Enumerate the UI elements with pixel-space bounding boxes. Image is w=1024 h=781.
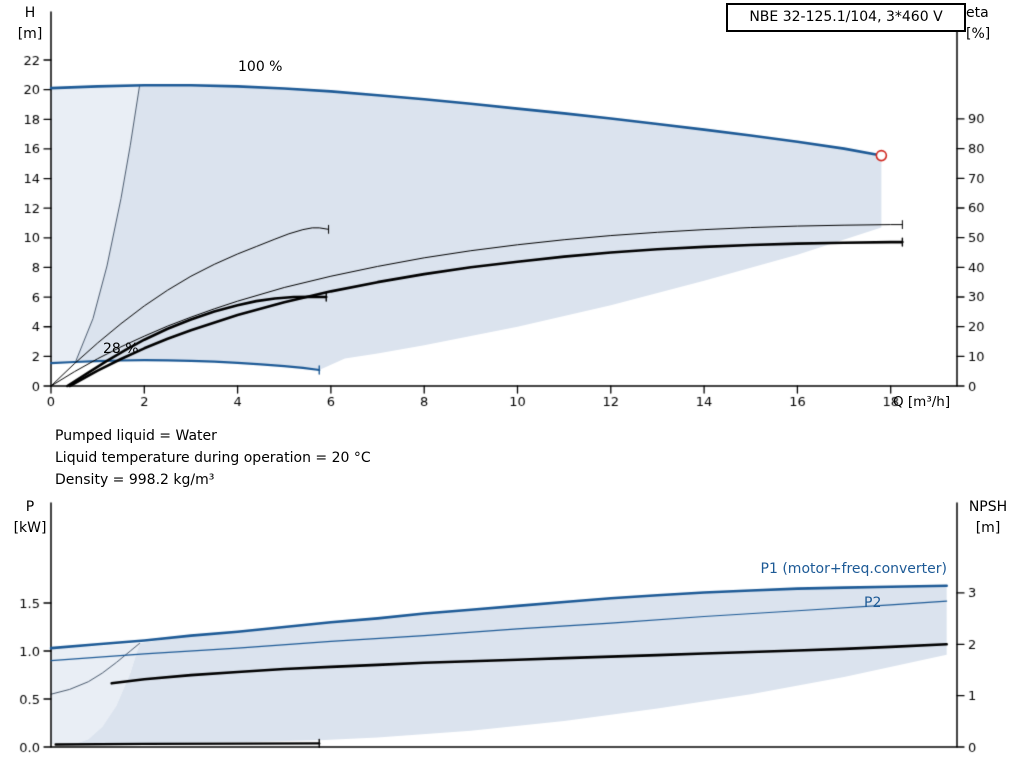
- power-npsh-chart-canvas: [0, 495, 1024, 781]
- npsh-axis-label: NPSH [m]: [958, 497, 1018, 539]
- p-axis-label-symbol: P: [25, 499, 35, 515]
- eta-axis-label-symbol: eta: [966, 5, 989, 21]
- h-axis-label: H [m]: [9, 3, 51, 45]
- density-line: Density = 998.2 kg/m³: [55, 472, 215, 488]
- p-axis-label: P [kW]: [9, 497, 51, 539]
- hq-eta-chart-canvas: [0, 0, 1024, 430]
- npsh-axis-label-unit: [m]: [975, 520, 1001, 536]
- eta-axis-label-unit: [%]: [966, 26, 991, 42]
- liquid-temperature-line: Liquid temperature during operation = 20…: [55, 450, 371, 466]
- npsh-axis-label-symbol: NPSH: [968, 499, 1008, 515]
- h-axis-label-unit: [m]: [17, 26, 43, 42]
- p2-curve-label: P2: [864, 595, 882, 611]
- pumped-liquid-line: Pumped liquid = Water: [55, 428, 217, 444]
- speed-100-label: 100 %: [238, 59, 283, 75]
- p1-curve-label: P1 (motor+freq.converter): [760, 561, 947, 577]
- pump-model-box: NBE 32-125.1/104, 3*460 V: [726, 3, 966, 32]
- liquid-info-block: Pumped liquid = Water Liquid temperature…: [55, 425, 371, 491]
- q-axis-label: Q [m³/h]: [893, 394, 951, 410]
- h-axis-label-symbol: H: [24, 5, 36, 21]
- speed-28-label: 28 %: [103, 341, 139, 357]
- eta-axis-label: eta [%]: [966, 3, 990, 45]
- p-axis-label-unit: [kW]: [13, 520, 47, 536]
